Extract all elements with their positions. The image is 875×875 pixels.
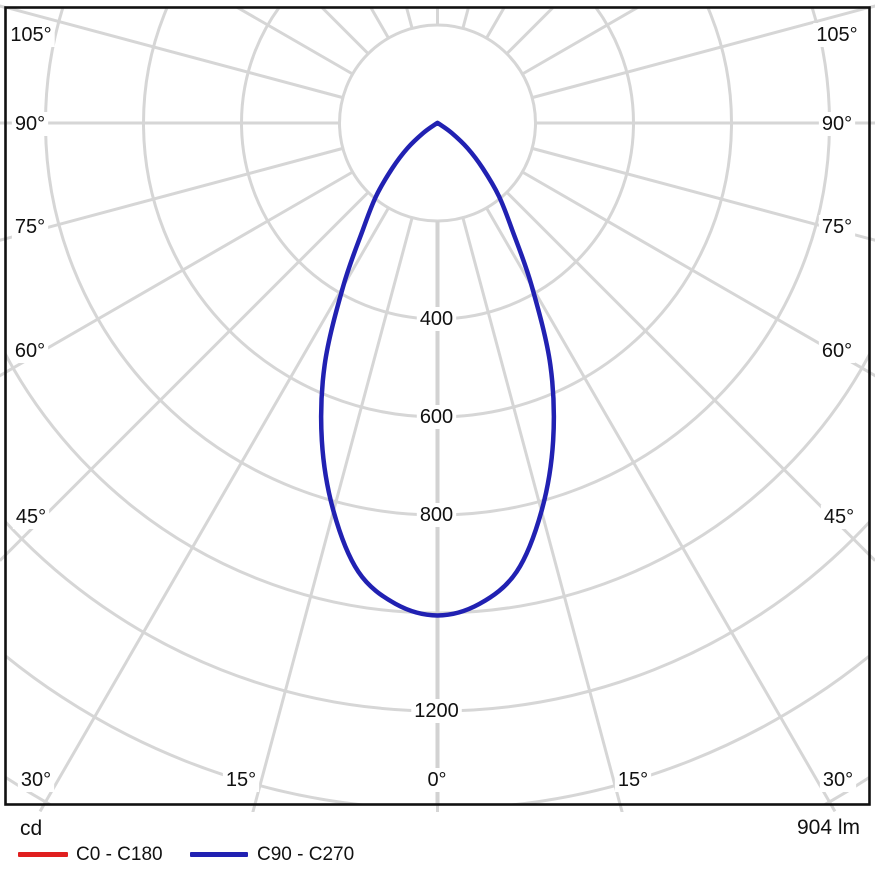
grid-spoke bbox=[5, 7, 344, 100]
grid-spoke bbox=[521, 170, 870, 375]
label-background bbox=[614, 768, 652, 792]
angle-label-left: 90° bbox=[15, 113, 45, 135]
unit-label: cd bbox=[20, 817, 43, 840]
grid-spoke bbox=[253, 217, 414, 805]
luminous-flux-label: 904 lm bbox=[796, 816, 860, 839]
angle-label-bottom: 0° bbox=[427, 769, 446, 791]
intensity-tick-label: 400 bbox=[420, 308, 453, 330]
label-background bbox=[424, 768, 450, 792]
grid-spoke bbox=[5, 170, 354, 375]
angle-label-left: 45° bbox=[16, 506, 46, 528]
grid-spoke bbox=[461, 217, 622, 805]
angle-label-left: 75° bbox=[15, 216, 45, 238]
plot-border bbox=[4, 6, 871, 806]
label-background bbox=[11, 339, 49, 363]
grid-labels: 105° 90° 75° 60° 45° 105° 90° 75° 60° 45° 30° 15° 0°… bbox=[7, 23, 861, 792]
angle-label-right: 90° bbox=[822, 113, 852, 135]
label-background bbox=[818, 112, 856, 136]
grid-spoke bbox=[485, 207, 833, 805]
legend-label-c90-c270: C90 - C270 bbox=[257, 844, 355, 865]
grid-spoke bbox=[531, 7, 870, 100]
label-background bbox=[7, 23, 55, 47]
label-background bbox=[416, 503, 457, 527]
label-background bbox=[411, 699, 462, 723]
legend: C0 - C180 C90 - C270 bbox=[0, 843, 875, 867]
label-background bbox=[416, 307, 457, 331]
legend-line-blue bbox=[190, 852, 248, 857]
angle-label-left: 105° bbox=[10, 24, 51, 46]
intensity-tick-label: 600 bbox=[420, 406, 453, 428]
grid-spoke bbox=[5, 191, 370, 558]
label-background bbox=[813, 23, 861, 47]
grid-spoke bbox=[42, 207, 390, 805]
legend-label-c0-c180: C0 - C180 bbox=[76, 844, 163, 865]
label-background bbox=[820, 505, 858, 529]
grid-spoke bbox=[505, 191, 870, 558]
grid-spoke bbox=[531, 146, 870, 241]
label-background bbox=[222, 768, 260, 792]
angle-label-right: 45° bbox=[824, 506, 854, 528]
label-background bbox=[11, 112, 49, 136]
legend-line-red bbox=[18, 852, 68, 857]
label-background bbox=[416, 405, 457, 429]
grid-spoke bbox=[5, 146, 344, 241]
label-background bbox=[819, 768, 857, 792]
angle-label-right: 105° bbox=[816, 24, 857, 46]
angle-label-right: 75° bbox=[822, 216, 852, 238]
curve-c90-c270 bbox=[318, 120, 557, 618]
polar-chart-canvas: 105° 90° 75° 60° 45° 105° 90° 75° 60° 45° 30° 15° 0°… bbox=[0, 4, 875, 812]
label-background bbox=[818, 215, 856, 239]
angle-label-bottom: 30° bbox=[21, 769, 51, 791]
label-background bbox=[17, 768, 55, 792]
intensity-tick-label: 1200 bbox=[414, 700, 459, 722]
angle-label-left: 60° bbox=[15, 340, 45, 362]
intensity-tick-label: 800 bbox=[420, 504, 453, 526]
beam-curve-c90-c270 bbox=[318, 120, 557, 618]
label-background bbox=[11, 215, 49, 239]
label-background bbox=[818, 339, 856, 363]
angle-label-bottom: 15° bbox=[226, 769, 256, 791]
angle-label-right: 60° bbox=[822, 340, 852, 362]
angle-label-bottom: 15° bbox=[618, 769, 648, 791]
angle-label-bottom: 30° bbox=[823, 769, 853, 791]
label-background bbox=[12, 505, 50, 529]
